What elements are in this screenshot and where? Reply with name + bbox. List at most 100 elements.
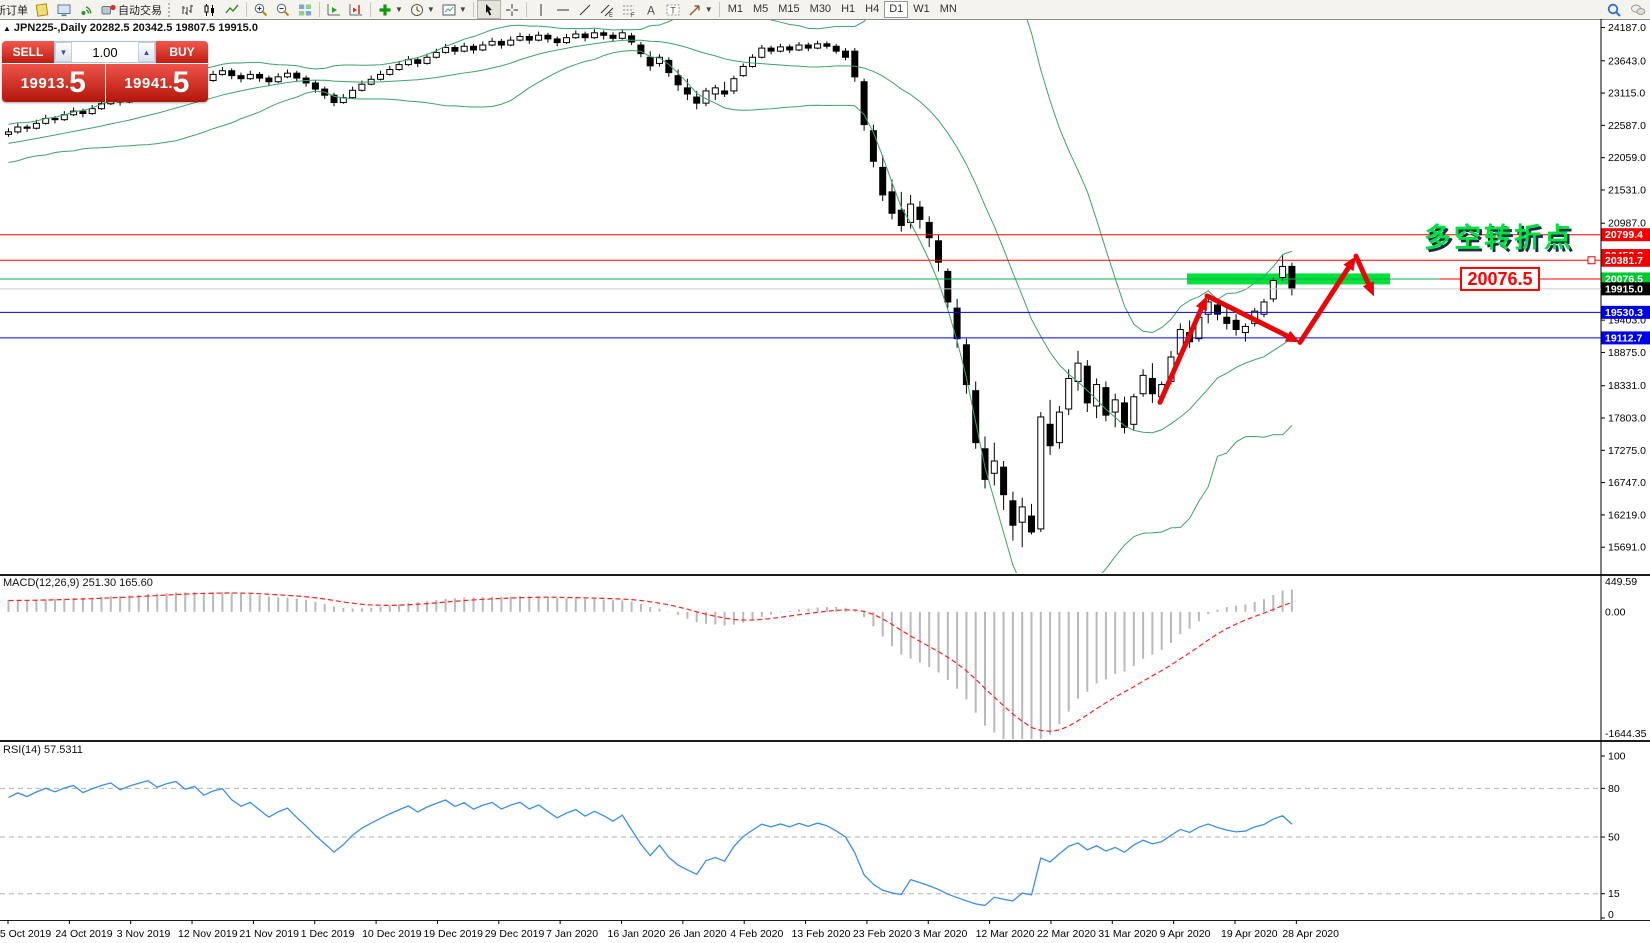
svg-text:T: T [670, 5, 676, 15]
macd-indicator-label: MACD(12,26,9) 251.30 165.60 [3, 577, 153, 589]
line-handle [1587, 256, 1596, 265]
price-chip-label: 19530.3 [1605, 307, 1643, 319]
timeframe-mn[interactable]: MN [939, 3, 957, 15]
price-chart[interactable]: 多空转折点多空转折点20076.524187.023643.023115.022… [0, 19, 1650, 943]
timeframe-h4[interactable]: H4 [865, 3, 880, 15]
sell-price-main: 19913 [20, 74, 65, 92]
price-chip [1601, 331, 1650, 345]
toolbar-separator [718, 2, 720, 17]
auto-trading-label: 自动交易 [118, 4, 162, 17]
toolbar-grip [168, 2, 174, 17]
cursor-tool-icon[interactable] [476, 0, 501, 19]
price-tick-label: 23643.0 [1608, 55, 1646, 67]
turning-point-annotation: 多空转折点 [1424, 222, 1574, 253]
vertical-line-tool-icon[interactable] [530, 1, 552, 18]
candlestick-chart-icon[interactable] [199, 1, 221, 18]
channel-tool-icon[interactable]: E [596, 1, 618, 18]
auto-scroll-icon[interactable] [323, 1, 345, 18]
trendline-tool-icon[interactable] [574, 1, 596, 18]
timeframe-m30[interactable]: M30 [809, 3, 832, 15]
macd-axis-label: 449.59 [1605, 576, 1637, 588]
price-chip-label: 20381.7 [1605, 255, 1643, 267]
date-label: 31 Mar 2020 [1098, 928, 1157, 940]
volume-up-button[interactable]: ▲ [138, 42, 155, 62]
horizontal-line-tool-icon[interactable] [552, 1, 574, 18]
date-label: 19 Apr 2020 [1221, 928, 1278, 940]
date-label: 4 Feb 2020 [730, 928, 783, 940]
bollinger-upper [8, 20, 1293, 334]
date-label: 26 Jan 2020 [669, 928, 727, 940]
toolbar-separator [370, 2, 371, 17]
chevron-down-icon: ▼ [704, 5, 713, 14]
template-icon[interactable]: ▼ [438, 1, 470, 18]
chevron-down-icon: ▼ [426, 5, 435, 14]
price-tick-label: 17275.0 [1608, 445, 1646, 457]
macd-signal-line [8, 592, 1293, 732]
signal-icon[interactable] [75, 1, 97, 18]
tile-windows-icon[interactable] [294, 1, 316, 18]
date-label: 28 Apr 2020 [1282, 928, 1339, 940]
volume-down-button[interactable]: ▼ [55, 42, 72, 62]
macd-pane [7, 589, 1293, 739]
bar-chart-icon[interactable] [177, 1, 199, 18]
shapes-tool-icon[interactable]: ▼ [684, 1, 716, 18]
sell-price-button[interactable]: 19913. 5 [2, 64, 105, 102]
price-tick-label: 24187.0 [1608, 22, 1646, 34]
volume-input[interactable]: 1.00 [92, 44, 118, 60]
main-toolbar: 新订单 自动交易 ▼ ▼ ▼ [0, 0, 1650, 20]
timeframe-m1[interactable]: M1 [727, 3, 743, 15]
crosshair-tool-icon[interactable] [501, 1, 523, 18]
rsi-date-separator [0, 920, 1650, 921]
date-label: 1 Dec 2019 [301, 928, 355, 940]
date-label: 29 Dec 2019 [485, 928, 545, 940]
timeframe-m15[interactable]: M15 [778, 3, 800, 15]
note-icon[interactable] [31, 1, 53, 18]
text-tool-icon[interactable]: A [640, 1, 662, 18]
date-label: 12 Nov 2019 [178, 928, 238, 940]
price-chip-label: 20799.4 [1605, 229, 1643, 241]
timeframes-clock-icon[interactable]: ▼ [406, 1, 438, 18]
timeframe-w1[interactable]: W1 [913, 3, 930, 15]
buy-button[interactable]: BUY [156, 41, 208, 63]
zoom-in-icon[interactable] [250, 1, 272, 18]
volume-stepper: ▼ 1.00 ▲ [54, 41, 156, 63]
timeframe-m5[interactable]: M5 [752, 3, 769, 15]
rsi-indicator-label: RSI(14) 57.5311 [3, 744, 83, 756]
date-label: 23 Feb 2020 [853, 928, 912, 940]
svg-text:E: E [609, 13, 613, 18]
chart-shift-icon[interactable] [345, 1, 367, 18]
bollinger-lower [8, 50, 1293, 573]
buy-price-button[interactable]: 19941. 5 [105, 64, 208, 102]
text-label-tool-icon[interactable]: T [662, 1, 684, 18]
chevron-down-icon: ▼ [395, 5, 403, 14]
terminal-icon[interactable] [53, 1, 75, 18]
price-tick-label: 18875.0 [1608, 347, 1646, 359]
chart-ohlc-values: 20282.5 20342.5 19807.5 19915.0 [89, 22, 258, 34]
price-chip [1601, 253, 1650, 267]
candles-layer [5, 29, 1296, 548]
new-order-label: 新订单 [0, 4, 28, 17]
sell-price-frac: 5 [69, 66, 86, 99]
sell-button[interactable]: SELL [2, 41, 54, 63]
symbol-search-icon[interactable] [1606, 2, 1622, 18]
timeframe-h1[interactable]: H1 [841, 3, 856, 15]
indicators-add-icon[interactable]: ▼ [374, 1, 406, 18]
chart-title: ▲ JPN225-,Daily 20282.5 20342.5 19807.5 1… [3, 22, 258, 34]
macd-axis-label: 0.00 [1605, 606, 1626, 618]
new-order-button[interactable]: 新订单 [0, 1, 31, 18]
date-label: 16 Jan 2020 [608, 928, 666, 940]
main-macd-separator [0, 574, 1650, 576]
fibonacci-tool-icon[interactable]: F [618, 1, 640, 18]
price-tick-label: 21531.0 [1608, 184, 1646, 196]
zoom-out-icon[interactable] [272, 1, 294, 18]
timeframe-group: M1 M5 M15 M30 H1 H4 D1 W1 MN [723, 1, 962, 18]
price-tick-label: 18331.0 [1608, 380, 1646, 392]
auto-trading-button[interactable]: 自动交易 [97, 1, 165, 18]
price-chip [1601, 228, 1650, 242]
line-chart-icon[interactable] [221, 1, 243, 18]
macd-rsi-separator [0, 740, 1650, 742]
timeframe-d1[interactable]: D1 [884, 1, 909, 18]
chat-icon[interactable] [1630, 2, 1646, 18]
date-label: 3 Nov 2019 [117, 928, 171, 940]
rsi-axis-label: 80 [1608, 783, 1620, 795]
